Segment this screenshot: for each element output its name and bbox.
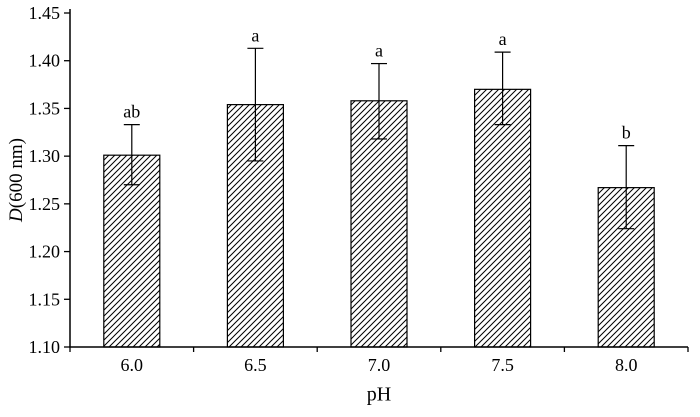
y-tick-label: 1.10	[29, 337, 61, 357]
bar-ph-6.0	[103, 154, 161, 348]
y-tick-label: 1.30	[29, 146, 61, 166]
x-tick-label: 7.5	[491, 355, 514, 375]
y-tick-label: 1.35	[29, 98, 61, 118]
y-axis-label-unit: (600 nm)	[6, 138, 27, 209]
sig-label: a	[251, 25, 259, 45]
bar-ph-7.0	[350, 100, 408, 348]
x-tick-label: 8.0	[615, 355, 638, 375]
sig-label: b	[622, 123, 631, 143]
x-tick-label: 6.0	[121, 355, 144, 375]
y-tick-label: 1.40	[29, 51, 61, 71]
x-tick-label: 6.5	[244, 355, 267, 375]
plot-area: 1.10 1.15 1.20 1.25 1.30 1.35 1.40 1.45 6.0 6.5 7.…	[29, 3, 689, 375]
y-tick-label: 1.15	[29, 289, 61, 309]
sig-label: a	[375, 41, 383, 61]
bar-ph-7.5	[474, 88, 532, 348]
y-tick-label: 1.25	[29, 194, 61, 214]
y-axis-label-symbol: D	[6, 208, 27, 222]
y-tick-label: 1.20	[29, 242, 61, 262]
sig-label: a	[499, 29, 507, 49]
y-axis-label: D(600 nm)	[6, 138, 28, 222]
y-tick-label: 1.45	[29, 3, 61, 23]
x-tick-label: 7.0	[368, 355, 391, 375]
x-axis-label: pH	[366, 383, 392, 406]
sig-label: ab	[123, 102, 140, 122]
